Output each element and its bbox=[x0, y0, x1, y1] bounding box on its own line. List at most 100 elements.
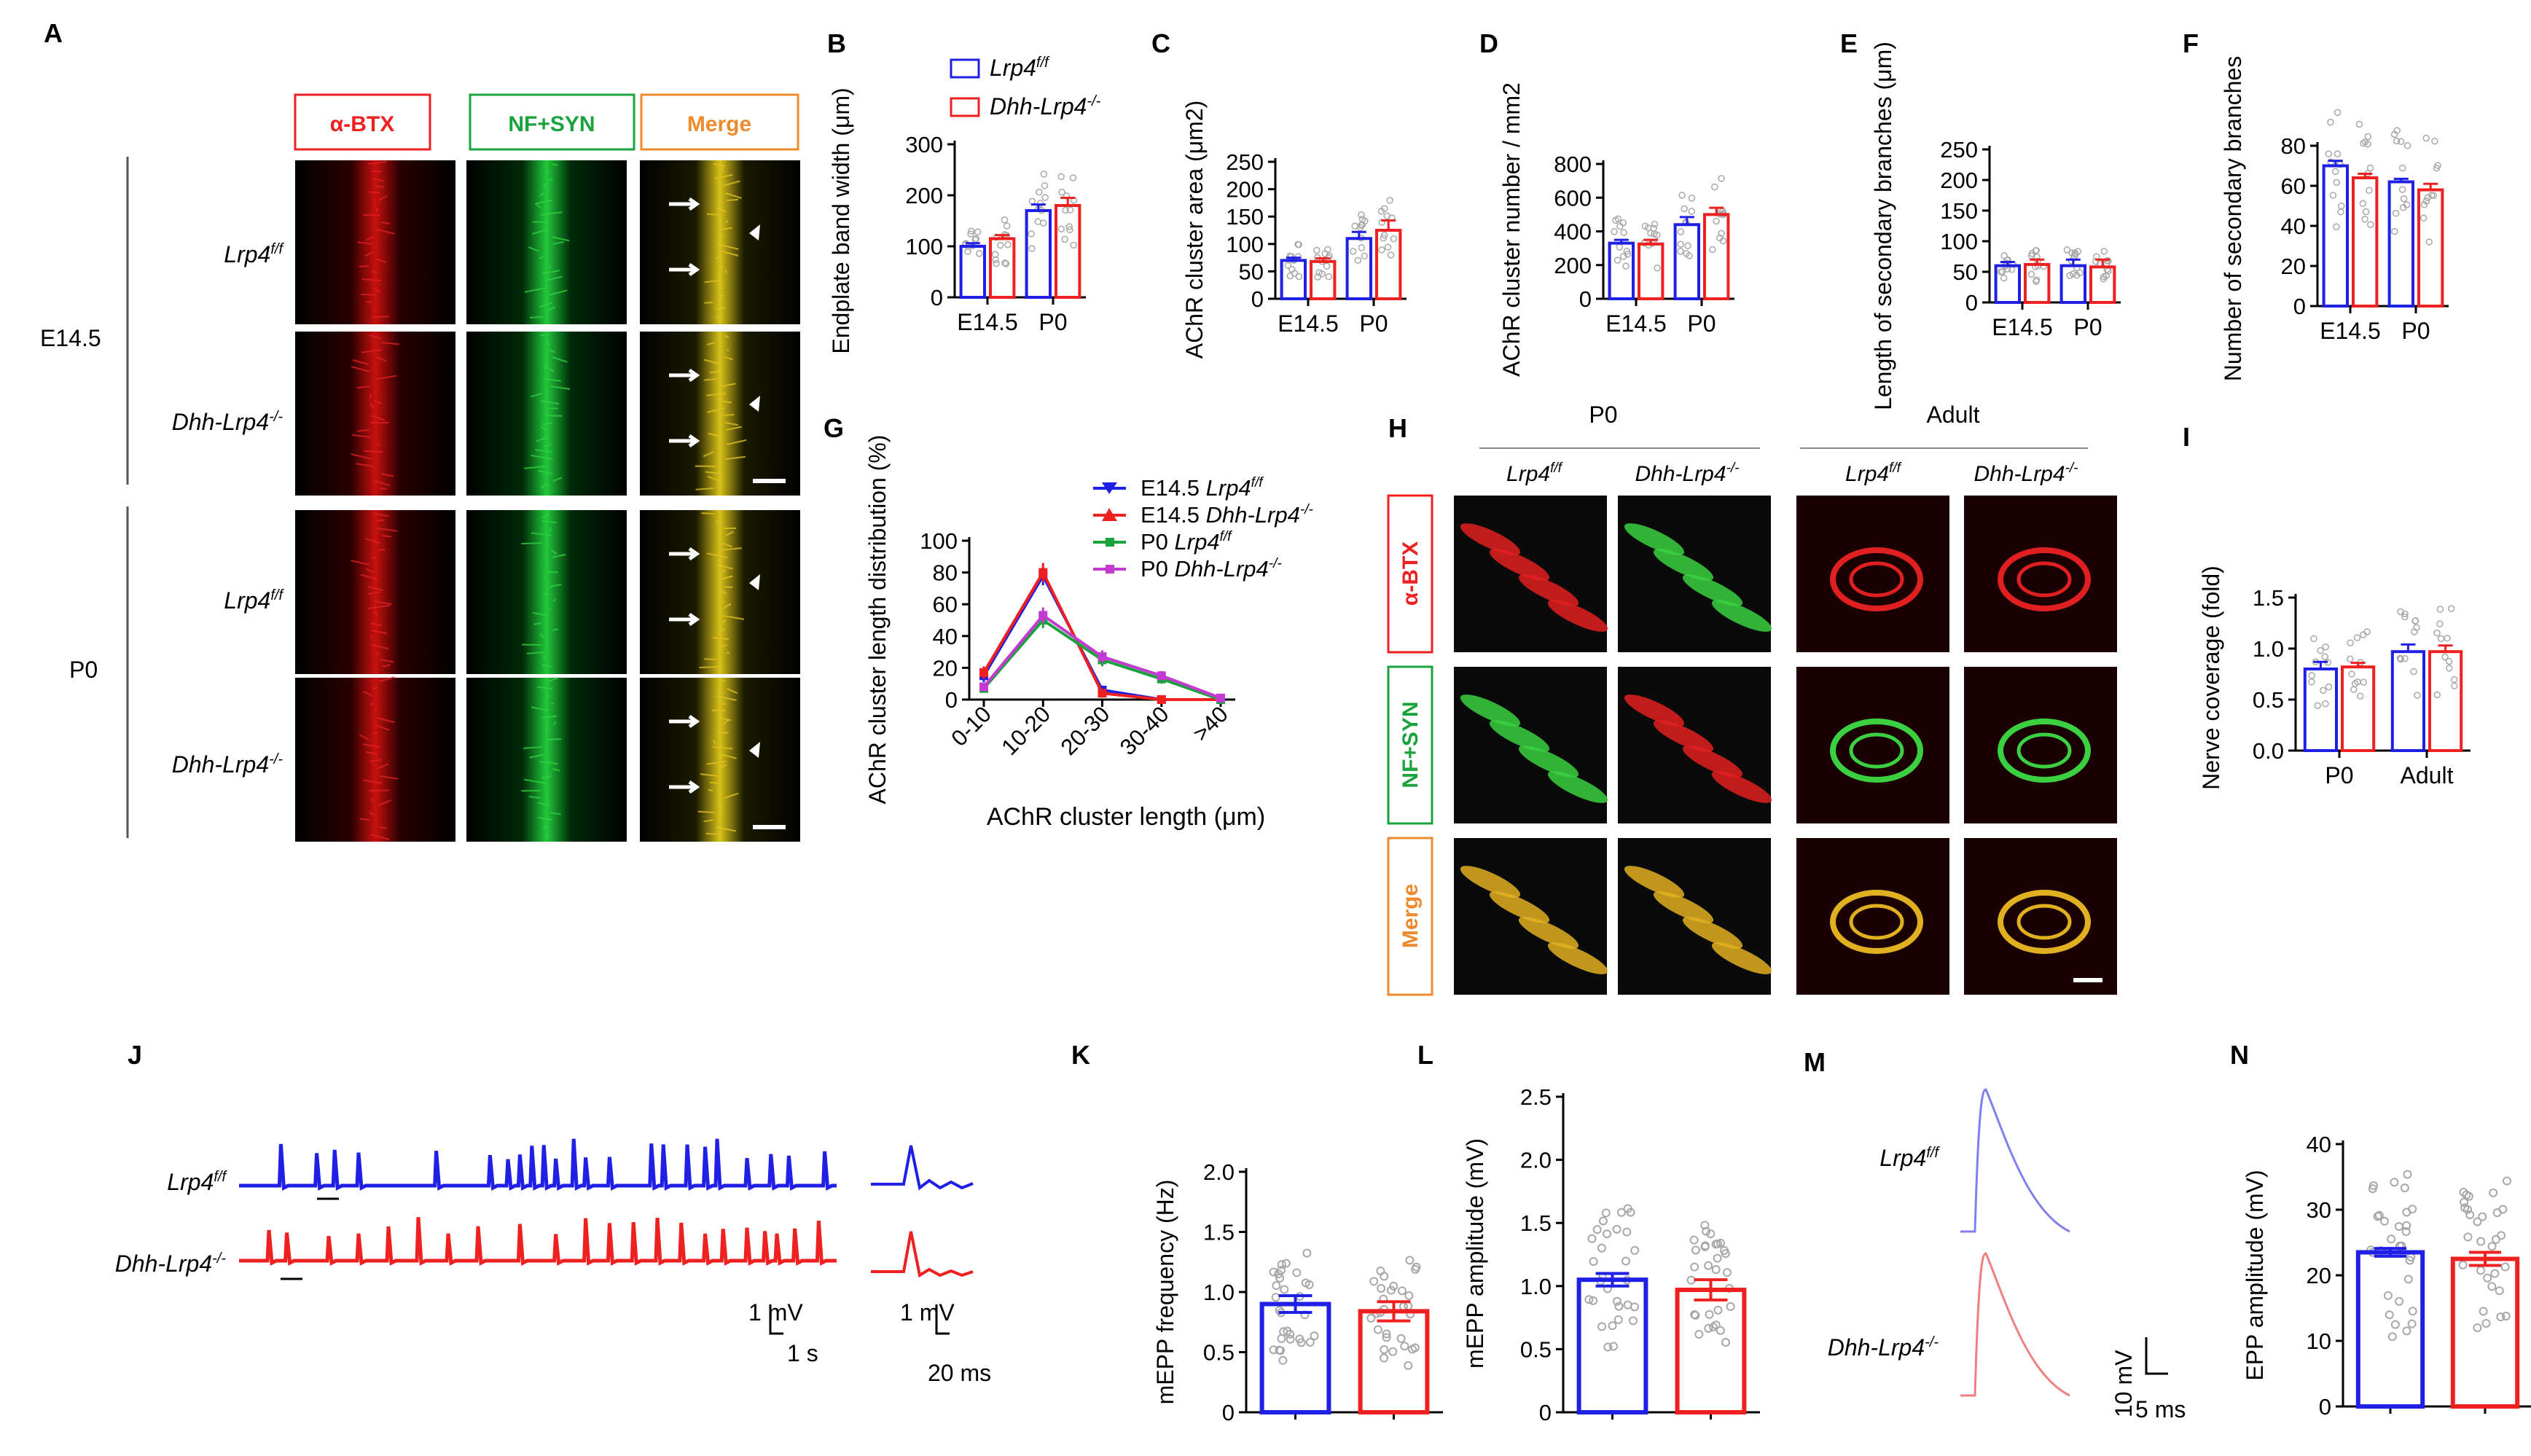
data-point bbox=[2487, 1242, 2497, 1251]
scale-bar bbox=[2145, 1337, 2168, 1375]
micrograph-fibre bbox=[526, 651, 545, 654]
y-tick-label: 0 bbox=[1222, 1400, 1235, 1425]
cluster-shape bbox=[1489, 549, 1550, 581]
data-point bbox=[1069, 174, 1077, 181]
y-tick-label: 800 bbox=[1554, 152, 1592, 177]
y-tick-label: 0 bbox=[945, 687, 958, 713]
micrograph-fibre bbox=[539, 255, 545, 259]
x-tick-label: 30-40 bbox=[1115, 701, 1174, 760]
data-point bbox=[1688, 208, 1696, 215]
micrograph-fibre bbox=[542, 826, 548, 829]
data-point bbox=[2425, 238, 2433, 246]
data-point bbox=[1380, 1272, 1389, 1281]
data-point bbox=[2333, 179, 2341, 187]
data-point bbox=[1597, 1322, 1607, 1331]
micrograph-fibre bbox=[708, 432, 724, 438]
micrograph-fibre bbox=[531, 229, 549, 235]
data-point bbox=[1386, 1285, 1396, 1295]
data-point bbox=[964, 248, 971, 255]
micrograph-fibre bbox=[541, 422, 552, 426]
data-point bbox=[1318, 270, 1326, 278]
row-label-mut-p0: Dhh-Lrp4-/- bbox=[172, 751, 283, 778]
data-point bbox=[1626, 1208, 1635, 1217]
col-label-ctrl: Lrp4f/f bbox=[1506, 461, 1563, 486]
micrograph-fibre bbox=[707, 407, 725, 413]
legend-marker bbox=[1106, 538, 1114, 547]
micrograph-fibre bbox=[710, 781, 719, 784]
panel-letter: K bbox=[1071, 1040, 1090, 1070]
data-point bbox=[1614, 215, 1622, 223]
endplate-shape bbox=[1849, 904, 1904, 940]
mepp-trace-ctrl bbox=[239, 1138, 837, 1191]
micrograph-fibre bbox=[712, 739, 716, 745]
arrowhead-marker bbox=[749, 224, 760, 240]
micrograph-fibre bbox=[726, 349, 729, 352]
micrograph-fibre bbox=[545, 563, 548, 565]
data-point bbox=[2431, 137, 2438, 145]
data-point bbox=[1380, 1353, 1389, 1363]
endplate-shape bbox=[1830, 890, 1923, 954]
data-point bbox=[2458, 1260, 2468, 1269]
col-label-mut: Dhh-Lrp4-/- bbox=[1973, 461, 2078, 486]
micrograph-tile bbox=[640, 160, 800, 324]
micrograph-fibre bbox=[524, 287, 547, 293]
data-point bbox=[2481, 1318, 2491, 1328]
data-point bbox=[2444, 635, 2451, 642]
micrograph-fibre bbox=[369, 759, 382, 762]
micrograph-fibre bbox=[545, 415, 563, 417]
micrograph-fibre bbox=[381, 473, 394, 477]
micrograph-fibre bbox=[531, 706, 549, 711]
data-point bbox=[1603, 1229, 1612, 1239]
data-point bbox=[1603, 1342, 1613, 1352]
micrograph-fibre bbox=[725, 220, 729, 223]
data-point bbox=[2364, 133, 2372, 141]
data-point bbox=[1272, 1281, 1281, 1291]
data-point bbox=[1623, 1300, 1632, 1310]
micrograph-fibre bbox=[366, 568, 374, 573]
micrograph-fibre bbox=[371, 415, 386, 421]
data-point bbox=[1028, 245, 1036, 252]
row-label-ctrl-p0: Lrp4f/f bbox=[224, 587, 284, 614]
micrograph-fibre bbox=[375, 207, 379, 213]
data-point bbox=[2396, 654, 2404, 662]
y-tick-label: 200 bbox=[1226, 177, 1264, 203]
micrograph-fibre bbox=[379, 826, 388, 829]
data-point bbox=[1704, 1261, 1713, 1270]
stage-adult: Adult bbox=[1927, 402, 1980, 428]
data-point bbox=[1390, 235, 1398, 243]
data-point bbox=[2398, 164, 2406, 172]
micrograph-fibre bbox=[725, 192, 742, 199]
micrograph-fibre bbox=[552, 768, 560, 772]
micrograph-fibre bbox=[549, 584, 562, 587]
micrograph-fibre bbox=[546, 694, 550, 697]
chart-l: L 0 0.5 1.0 1.5 2.0 2.5 mEPP amplitude (mV) bbox=[1417, 1040, 1760, 1425]
data-point bbox=[2400, 1183, 2409, 1193]
cluster-shape bbox=[1518, 745, 1579, 778]
micrograph-fibre bbox=[366, 236, 374, 241]
data-point bbox=[2410, 668, 2417, 676]
micrograph-fibre bbox=[722, 719, 729, 726]
micrograph-fibre bbox=[364, 251, 375, 257]
scale-t: 1 s bbox=[787, 1340, 818, 1366]
bar bbox=[1055, 204, 1081, 299]
legend-label: P0 Dhh-Lrp4-/- bbox=[1141, 556, 1282, 582]
y-axis-label: EPP amplitude (mV) bbox=[2242, 1170, 2268, 1380]
data-point bbox=[2450, 676, 2458, 684]
y-tick-label: 100 bbox=[1226, 232, 1264, 257]
micrograph-fibre bbox=[371, 316, 390, 318]
bar bbox=[2352, 176, 2379, 308]
micrograph-fibre bbox=[714, 173, 733, 179]
data-point bbox=[968, 227, 975, 235]
y-tick-label: 50 bbox=[1953, 259, 1978, 285]
y-axis-label: AChR cluster area (μm2) bbox=[1181, 101, 1208, 359]
data-point bbox=[2066, 272, 2073, 279]
header-box-btx bbox=[294, 93, 431, 151]
micrograph-fibre bbox=[361, 574, 378, 580]
data-point bbox=[2473, 1217, 2482, 1226]
micrograph-tile bbox=[640, 510, 800, 674]
data-point bbox=[1041, 182, 1049, 189]
bar bbox=[2303, 668, 2339, 752]
micrograph-tile bbox=[295, 160, 455, 324]
data-point bbox=[2033, 246, 2041, 254]
